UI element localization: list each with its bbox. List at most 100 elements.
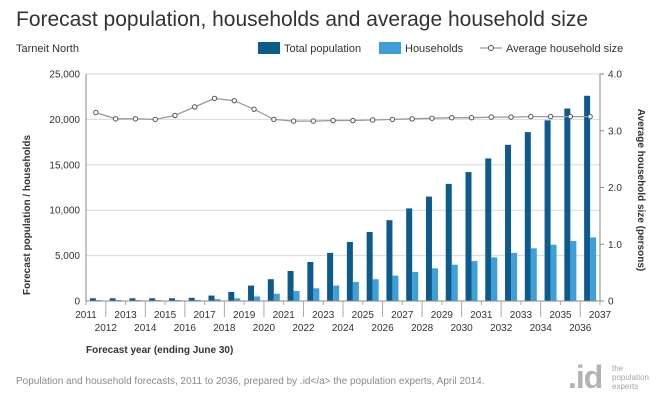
point-average-household-size: [567, 113, 574, 120]
point-average-household-size: [172, 112, 178, 119]
x-tick-label: 2014: [134, 323, 157, 334]
bar-households: [372, 279, 379, 301]
point-average-household-size: [488, 114, 494, 120]
bar-households: [412, 271, 419, 301]
bar-total-population: [129, 298, 136, 301]
bar-households: [451, 264, 458, 301]
logo-tagline-line3: experts: [612, 382, 639, 391]
bar-households: [530, 248, 537, 301]
point-average-household-size: [587, 113, 593, 120]
y2-tick-label: 1.0: [608, 240, 622, 251]
line-average-household-size: [95, 97, 591, 122]
id-logo: .id the population experts: [568, 360, 660, 400]
bar-households: [214, 299, 221, 301]
bar-households: [234, 298, 241, 301]
logo-tagline-line1: the: [612, 364, 624, 373]
point-average-household-size: [429, 115, 435, 121]
y-tick-label: 20,000: [49, 115, 80, 126]
point-average-household-size: [330, 117, 336, 124]
x-tick-label: 2032: [490, 323, 513, 334]
x-tick-label: 2030: [450, 323, 473, 334]
x-tick-label: 2012: [95, 323, 118, 334]
point-average-household-size: [93, 109, 99, 116]
logo-tagline: the population experts: [612, 364, 649, 391]
bar-total-population: [248, 285, 255, 301]
bar-households: [570, 241, 577, 301]
bar-total-population: [267, 279, 274, 301]
bar-households: [333, 285, 340, 301]
legend: Total population Households Average hous…: [258, 42, 623, 55]
x-tick-label: 2011: [75, 310, 97, 321]
x-tick-label: 2023: [312, 310, 335, 321]
bar-households: [491, 257, 498, 301]
bar-total-population: [188, 297, 195, 301]
point-average-household-size: [231, 97, 237, 104]
bar-total-population: [346, 241, 353, 301]
x-tick-label: 2024: [332, 323, 355, 334]
point-average-household-size: [449, 114, 455, 121]
y2-tick-label: 2.0: [608, 183, 622, 194]
point-average-household-size: [389, 116, 396, 123]
y-tick-label: 5,000: [55, 251, 80, 262]
bar-households: [431, 268, 438, 301]
x-tick-label: 2018: [213, 323, 236, 334]
bar-total-population: [485, 158, 492, 301]
x-tick-label: 2035: [549, 310, 572, 321]
x-tick-label: 2020: [253, 323, 276, 334]
legend-label-households: Households: [405, 43, 464, 55]
x-tick-label: 2033: [510, 310, 533, 321]
point-average-household-size: [271, 116, 277, 123]
bar-total-population: [287, 271, 294, 301]
point-average-household-size: [468, 114, 475, 121]
x-tick-label: 2022: [292, 323, 315, 334]
bar-households: [550, 244, 557, 301]
bar-total-population: [524, 132, 531, 301]
x-tick-label: 2025: [352, 310, 375, 321]
point-average-household-size: [192, 104, 198, 110]
bar-total-population: [149, 298, 156, 301]
point-average-household-size: [310, 118, 317, 124]
bar-households: [471, 261, 478, 301]
chart-subtitle: Tarneit North: [16, 43, 79, 55]
y-axis-title: Forecast population / households: [22, 135, 33, 295]
legend-swatch-average-marker: [488, 45, 494, 51]
x-tick-label: 2028: [411, 323, 434, 334]
bar-total-population: [544, 120, 551, 301]
point-average-household-size: [409, 116, 415, 122]
bar-households: [293, 291, 300, 301]
point-average-household-size: [350, 117, 356, 124]
y-tick-label: 10,000: [49, 206, 80, 217]
bar-households: [352, 281, 359, 301]
logo-tagline-line2: population: [612, 373, 649, 382]
x-tick-label: 2017: [193, 310, 216, 321]
point-average-household-size: [369, 117, 376, 123]
point-average-household-size: [290, 118, 297, 124]
legend-label-total-population: Total population: [284, 43, 361, 55]
bar-households: [273, 293, 280, 301]
chart-title: Forecast population, households and aver…: [16, 8, 589, 31]
bar-total-population: [445, 183, 452, 301]
point-average-household-size: [152, 116, 158, 123]
point-average-household-size: [547, 113, 554, 120]
point-average-household-size: [508, 114, 514, 120]
logo-mark: .id: [568, 359, 603, 395]
legend-swatch-households: [379, 42, 401, 54]
y2-tick-label: 3.0: [608, 126, 622, 137]
x-tick-label: 2031: [470, 310, 493, 321]
y2-axis-title: Average household size (persons): [635, 109, 646, 271]
legend-swatch-total-population: [258, 42, 280, 54]
y-tick-label: 25,000: [49, 70, 80, 81]
x-tick-label: 2027: [391, 310, 414, 321]
bar-households: [590, 237, 597, 301]
x-tick-label: 2019: [233, 310, 256, 321]
bar-total-population: [465, 172, 472, 301]
bar-total-population: [386, 220, 393, 301]
x-tick-label: 2037: [589, 310, 612, 321]
bar-total-population: [89, 298, 96, 301]
bar-total-population: [109, 298, 116, 301]
x-tick-label: 2013: [114, 310, 137, 321]
y-tick-label: 0: [74, 297, 80, 308]
bar-total-population: [307, 261, 314, 301]
bar-total-population: [505, 144, 512, 301]
